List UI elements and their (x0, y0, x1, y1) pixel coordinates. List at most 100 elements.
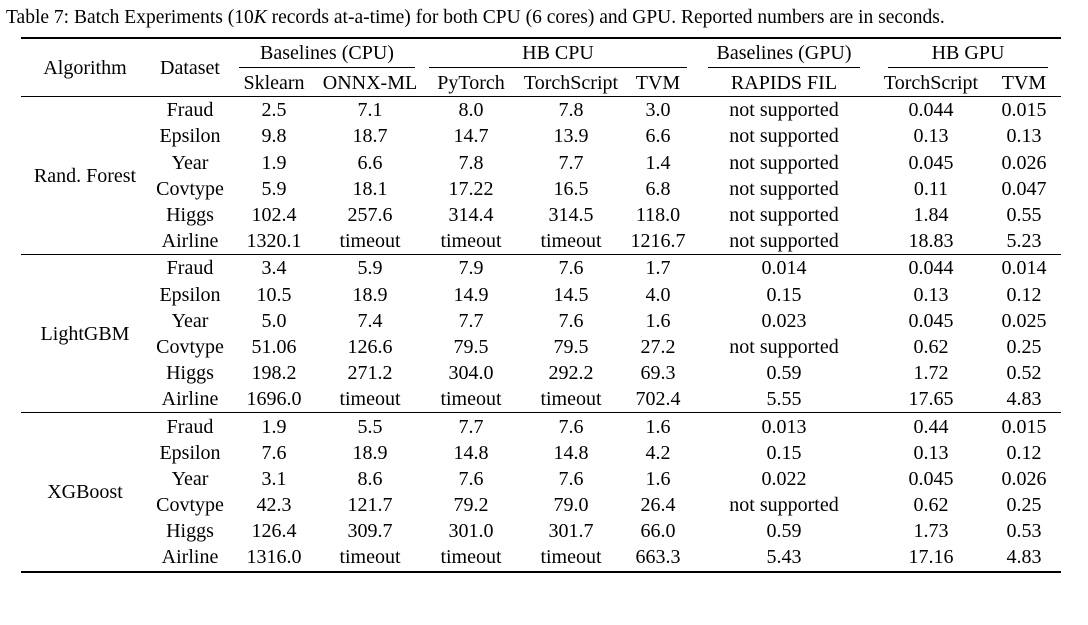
value-cell: 102.4 (251, 204, 297, 227)
value-cell: 0.014 (1001, 257, 1047, 280)
value-cell: not supported (729, 99, 839, 122)
value-cell: 14.5 (553, 283, 589, 306)
table-row: Airline 1320.1 timeout timeout timeout 1216.7… (21, 228, 1061, 255)
value-cell: 1696.0 (246, 388, 302, 411)
value-cell: 292.2 (548, 362, 594, 385)
value-cell: 0.045 (908, 151, 954, 174)
value-cell: 257.6 (347, 204, 393, 227)
value-cell: 1.6 (645, 309, 671, 332)
value-cell: 17.22 (448, 177, 494, 200)
header-col-sklearn: Sklearn (243, 72, 305, 95)
value-cell: 66.0 (640, 520, 676, 543)
value-cell: 26.4 (640, 494, 676, 517)
value-cell: 18.83 (908, 230, 954, 253)
value-cell: 5.5 (357, 415, 383, 438)
value-cell: 1316.0 (246, 546, 302, 569)
value-cell: 7.6 (558, 415, 584, 438)
dataset-cell: Epsilon (159, 125, 221, 148)
value-cell: 14.7 (453, 125, 489, 148)
value-cell: 663.3 (635, 546, 681, 569)
dataset-cell: Fraud (166, 99, 214, 122)
value-cell: 0.25 (1006, 335, 1042, 358)
value-cell: 4.83 (1006, 546, 1042, 569)
value-cell: 0.045 (908, 309, 954, 332)
value-cell: 18.9 (352, 441, 388, 464)
value-cell: 10.5 (256, 283, 292, 306)
value-cell: timeout (540, 388, 602, 411)
header-group-label: HB GPU (888, 39, 1048, 68)
value-cell: 3.0 (645, 99, 671, 122)
value-cell: not supported (729, 335, 839, 358)
value-cell: timeout (339, 388, 401, 411)
header-col-rapids-fil: RAPIDS FIL (730, 72, 838, 95)
value-cell: 126.4 (251, 520, 297, 543)
value-cell: 7.4 (357, 309, 383, 332)
table-row: Covtype 42.3 121.7 79.2 79.0 26.4 not supporte… (21, 492, 1061, 518)
value-cell: 0.62 (913, 335, 949, 358)
dataset-cell: Fraud (166, 257, 214, 280)
value-cell: 0.13 (913, 441, 949, 464)
value-cell: 7.6 (558, 467, 584, 490)
value-cell: 309.7 (347, 520, 393, 543)
value-cell: 6.6 (357, 151, 383, 174)
value-cell: 5.9 (261, 177, 287, 200)
value-cell: not supported (729, 125, 839, 148)
value-cell: 5.43 (766, 546, 802, 569)
value-cell: timeout (540, 230, 602, 253)
dataset-cell: Epsilon (159, 283, 221, 306)
table-row: Airline 1696.0 timeout timeout timeout 702.4 5… (21, 386, 1061, 413)
value-cell: 0.013 (761, 415, 807, 438)
value-cell: 4.0 (645, 283, 671, 306)
value-cell: 0.59 (766, 362, 802, 385)
header-group-hb-cpu: HB CPU (423, 38, 693, 70)
value-cell: 7.6 (558, 309, 584, 332)
table-row: Year 5.0 7.4 7.7 7.6 1.6 0.023 0.045 0.025 (21, 308, 1061, 334)
value-cell: 1320.1 (246, 230, 302, 253)
value-cell: 17.16 (908, 546, 954, 569)
value-cell: 79.2 (453, 494, 489, 517)
header-group-label: HB CPU (429, 39, 687, 68)
value-cell: 7.1 (357, 99, 383, 122)
value-cell: 0.13 (1006, 125, 1042, 148)
value-cell: 6.6 (645, 125, 671, 148)
value-cell: 0.55 (1006, 204, 1042, 227)
dataset-cell: Year (171, 309, 209, 332)
dataset-cell: Fraud (166, 415, 214, 438)
value-cell: 1.7 (645, 257, 671, 280)
table-row: Covtype 51.06 126.6 79.5 79.5 27.2 not support… (21, 334, 1061, 360)
caption-k: K (253, 7, 267, 28)
value-cell: 0.025 (1001, 309, 1047, 332)
value-cell: 0.15 (766, 441, 802, 464)
value-cell: 5.23 (1006, 230, 1042, 253)
table-row: XGBoost Fraud 1.9 5.5 7.7 7.6 1.6 0.013 0.44 0.01… (21, 412, 1061, 503)
table-row: Covtype 5.9 18.1 17.22 16.5 6.8 not supported 0… (21, 176, 1061, 202)
table-row: Rand. Forest Fraud 2.5 7.1 8.0 7.8 3.0 not supp… (21, 96, 1061, 187)
value-cell: timeout (339, 230, 401, 253)
value-cell: 7.6 (458, 467, 484, 490)
value-cell: 0.026 (1001, 467, 1047, 490)
table-row: LightGBM Fraud 3.4 5.9 7.9 7.6 1.7 0.014 0.044 0.… (21, 254, 1061, 345)
dataset-cell: Airline (161, 388, 219, 411)
value-cell: 3.1 (261, 467, 287, 490)
results-table: Algorithm Dataset Baselines (CPU) HB CPU… (21, 37, 1061, 573)
value-cell: 0.52 (1006, 362, 1042, 385)
value-cell: 1.73 (913, 520, 949, 543)
value-cell: 0.022 (761, 467, 807, 490)
dataset-cell: Airline (161, 546, 219, 569)
value-cell: 0.15 (766, 283, 802, 306)
value-cell: not supported (729, 204, 839, 227)
value-cell: 4.2 (645, 441, 671, 464)
value-cell: 198.2 (251, 362, 297, 385)
value-cell: 79.5 (453, 335, 489, 358)
value-cell: 7.8 (458, 151, 484, 174)
value-cell: 271.2 (347, 362, 393, 385)
table-row: Epsilon 9.8 18.7 14.7 13.9 6.6 not supported 0.… (21, 123, 1061, 149)
table-row: Year 3.1 8.6 7.6 7.6 1.6 0.022 0.045 0.026 (21, 466, 1061, 492)
value-cell: 8.0 (458, 99, 484, 122)
caption-prefix: Table 7: Batch Experiments (10 (6, 7, 254, 28)
value-cell: 4.83 (1006, 388, 1042, 411)
table-body: Rand. Forest Fraud 2.5 7.1 8.0 7.8 3.0 not supp… (21, 96, 1061, 572)
value-cell: 1.9 (261, 151, 287, 174)
header-group-baselines-cpu: Baselines (CPU) (231, 38, 423, 70)
header-group-hb-gpu: HB GPU (875, 38, 1061, 70)
